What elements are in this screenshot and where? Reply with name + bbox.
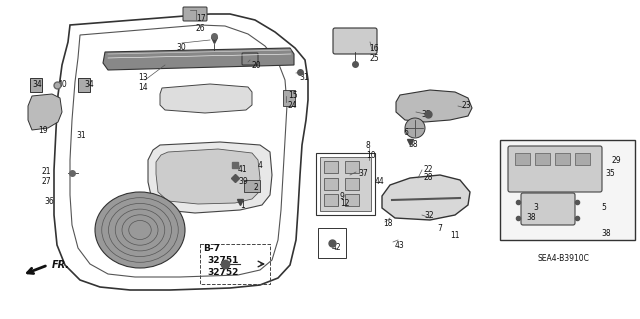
Text: 18: 18 xyxy=(383,219,392,228)
Text: 29: 29 xyxy=(612,156,621,165)
Text: 35: 35 xyxy=(605,169,615,178)
Text: 25: 25 xyxy=(369,54,379,63)
Bar xyxy=(535,153,550,165)
Text: 6: 6 xyxy=(404,128,409,137)
Text: 38: 38 xyxy=(601,229,611,238)
Text: B-7: B-7 xyxy=(203,244,220,253)
Bar xyxy=(30,78,42,92)
Polygon shape xyxy=(382,175,470,220)
Text: 22: 22 xyxy=(424,165,433,174)
Text: 11: 11 xyxy=(450,231,460,240)
Text: 12: 12 xyxy=(340,199,349,208)
Text: 9: 9 xyxy=(340,192,345,201)
Polygon shape xyxy=(396,90,472,122)
Text: 19: 19 xyxy=(38,126,47,135)
Text: 30: 30 xyxy=(176,43,186,52)
Ellipse shape xyxy=(95,192,185,268)
Text: 32: 32 xyxy=(424,211,434,220)
Bar xyxy=(345,178,359,190)
Bar xyxy=(318,228,346,258)
Text: 1: 1 xyxy=(240,201,244,210)
Text: SEA4-B3910C: SEA4-B3910C xyxy=(538,254,590,263)
Text: 38: 38 xyxy=(526,213,536,222)
Text: 32751: 32751 xyxy=(207,256,238,265)
FancyBboxPatch shape xyxy=(242,53,258,65)
Bar xyxy=(324,178,338,190)
Text: 16: 16 xyxy=(369,44,379,53)
Bar xyxy=(200,244,270,284)
Polygon shape xyxy=(148,142,272,213)
Text: FR.: FR. xyxy=(52,260,70,270)
Text: 23: 23 xyxy=(462,101,472,110)
Text: 15: 15 xyxy=(288,91,298,100)
Bar xyxy=(324,161,338,173)
Text: 35: 35 xyxy=(421,110,431,119)
Bar xyxy=(78,78,90,92)
Text: 40: 40 xyxy=(58,80,68,89)
Text: 13: 13 xyxy=(138,73,148,82)
Text: 31: 31 xyxy=(76,131,86,140)
Text: 17: 17 xyxy=(196,14,205,23)
Text: 34: 34 xyxy=(32,80,42,89)
Text: 41: 41 xyxy=(238,165,248,174)
Bar xyxy=(500,140,635,240)
Polygon shape xyxy=(103,48,294,70)
Text: 14: 14 xyxy=(138,83,148,92)
Text: 2: 2 xyxy=(253,183,258,192)
Text: 39: 39 xyxy=(238,177,248,186)
Circle shape xyxy=(405,118,425,138)
Text: 34: 34 xyxy=(84,80,93,89)
FancyBboxPatch shape xyxy=(521,193,575,225)
Bar xyxy=(345,161,359,173)
Text: 42: 42 xyxy=(332,243,342,252)
Polygon shape xyxy=(28,94,62,130)
Text: 44: 44 xyxy=(375,177,385,186)
Text: 31: 31 xyxy=(299,73,308,82)
Text: 5: 5 xyxy=(601,203,606,212)
Bar xyxy=(515,153,530,165)
Text: 28: 28 xyxy=(424,173,433,182)
Text: 7: 7 xyxy=(437,224,442,233)
Bar xyxy=(244,180,260,192)
Text: 20: 20 xyxy=(251,61,260,70)
Text: 32752: 32752 xyxy=(207,268,238,277)
Text: 4: 4 xyxy=(258,161,263,170)
Text: 10: 10 xyxy=(366,151,376,160)
FancyBboxPatch shape xyxy=(508,146,602,192)
Polygon shape xyxy=(160,84,252,113)
Text: 37: 37 xyxy=(358,169,368,178)
Text: 27: 27 xyxy=(42,177,52,186)
Text: 26: 26 xyxy=(196,24,205,33)
Bar xyxy=(345,194,359,206)
FancyBboxPatch shape xyxy=(333,28,377,54)
Text: 38: 38 xyxy=(408,140,418,149)
Bar xyxy=(320,157,371,211)
Bar xyxy=(283,90,295,106)
Bar xyxy=(324,194,338,206)
Bar xyxy=(575,153,590,165)
Text: 8: 8 xyxy=(366,141,371,150)
Bar xyxy=(316,153,375,215)
Text: 24: 24 xyxy=(288,101,298,110)
FancyBboxPatch shape xyxy=(183,7,207,21)
Text: 21: 21 xyxy=(42,167,51,176)
Bar xyxy=(555,153,570,165)
Text: 36: 36 xyxy=(44,197,54,206)
Text: 43: 43 xyxy=(395,241,404,250)
Polygon shape xyxy=(156,149,260,204)
Text: 3: 3 xyxy=(533,203,538,212)
